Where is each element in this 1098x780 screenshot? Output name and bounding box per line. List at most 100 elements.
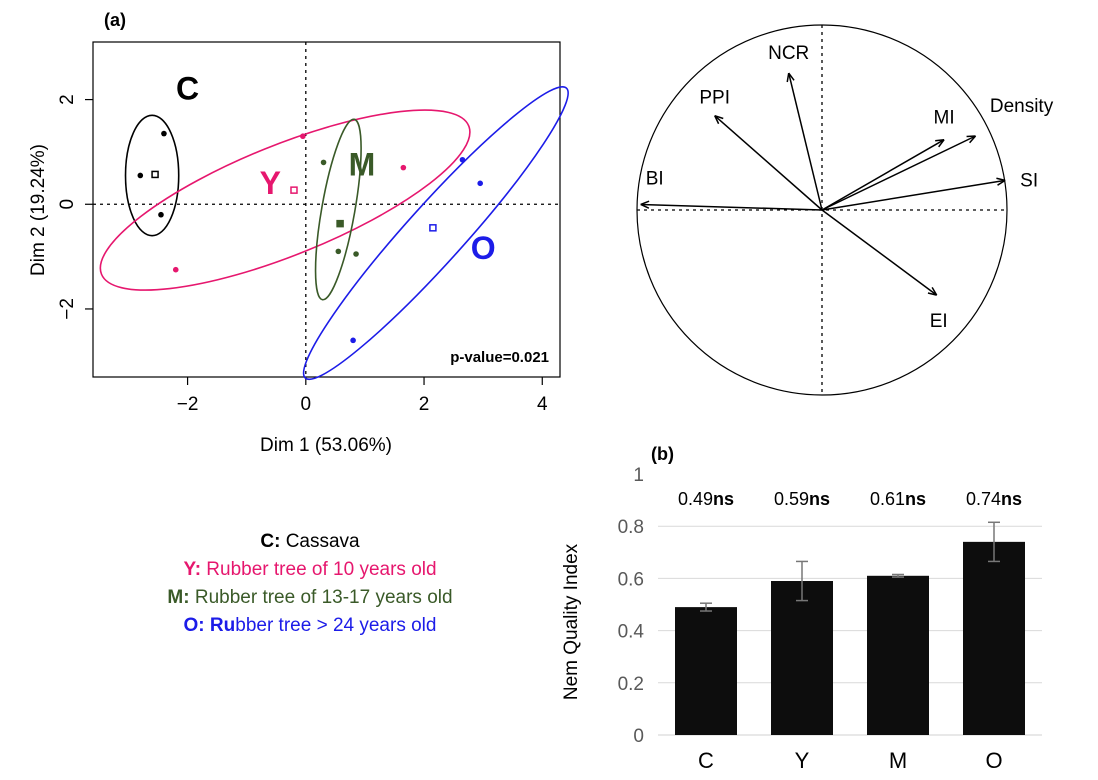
panel-b-label: (b) xyxy=(651,444,674,464)
legend-text-m: Rubber tree of 13-17 years old xyxy=(189,587,453,608)
bar-group-c: 0.49ns C xyxy=(675,489,737,773)
data-point xyxy=(158,211,164,218)
y-tick-label: 0 xyxy=(57,199,78,210)
variable-label: Density xyxy=(990,96,1054,117)
data-point xyxy=(459,156,466,163)
arrow-head xyxy=(996,177,1006,186)
arrow-shaft xyxy=(787,72,823,211)
y-tick-label: 2 xyxy=(57,94,78,105)
legend-key-o: O: Ru xyxy=(183,615,236,636)
category-label: O xyxy=(985,748,1002,773)
legend-item-m: M: Rubber tree of 13-17 years old xyxy=(60,584,560,612)
y-tick-label: 1 xyxy=(633,465,644,486)
group-m: M xyxy=(314,118,376,301)
x-tick-label: 4 xyxy=(537,394,548,415)
data-label-significance: ns xyxy=(1001,489,1022,509)
group-label: M xyxy=(349,146,376,182)
arrow-head xyxy=(966,135,977,144)
arrow-head xyxy=(935,138,945,148)
bar xyxy=(675,607,737,735)
confidence-ellipse xyxy=(124,114,180,237)
nqi-bar-chart: (b) 00.20.40.60.81 0.49nsC0.59nsY0.61nsM… xyxy=(561,444,1042,773)
variable-arrows: NCR PPI MI Density SI BI EI xyxy=(640,43,1054,332)
plot-a-frame xyxy=(92,41,561,378)
arrow-head xyxy=(927,286,938,296)
x-tick-label: 2 xyxy=(419,394,430,415)
bar xyxy=(867,575,929,735)
data-point xyxy=(137,172,144,179)
data-label-significance: ns xyxy=(809,489,830,509)
arrow-shaft xyxy=(640,203,823,211)
legend-item-o: O: Rubber tree > 24 years old xyxy=(60,612,560,640)
bar-group-o: 0.74ns O xyxy=(963,489,1025,773)
data-label-value: 0.59 xyxy=(774,489,809,509)
pca-variables-circle: NCR PPI MI Density SI BI EI xyxy=(636,24,1054,396)
group-label: O xyxy=(471,230,496,266)
group-label: Y xyxy=(260,165,281,201)
confidence-ellipse xyxy=(302,86,569,381)
data-point xyxy=(477,180,483,187)
data-label-significance: ns xyxy=(905,489,926,509)
legend-key-m: M: xyxy=(167,587,190,608)
group-centroid xyxy=(336,219,344,228)
legend-key-y: Y: xyxy=(183,559,202,580)
bar xyxy=(963,541,1025,735)
data-label-value: 0.49 xyxy=(678,489,713,509)
data-point xyxy=(300,133,306,140)
arrow-head xyxy=(786,72,795,83)
arrow-head xyxy=(640,200,650,209)
legend-item-y: Y: Rubber tree of 10 years old xyxy=(60,556,560,584)
group-label: C xyxy=(176,71,199,107)
variable-arrow-mi: MI xyxy=(821,108,955,211)
arrow-shaft xyxy=(821,209,938,296)
legend-text-y: Rubber tree of 10 years old xyxy=(201,559,437,580)
confidence-ellipse xyxy=(99,109,471,291)
variable-arrow-ei: EI xyxy=(821,209,948,332)
plot-a-groups: C Y M O xyxy=(99,71,569,381)
variable-arrow-si: SI xyxy=(821,170,1038,211)
data-point xyxy=(172,266,179,273)
arrow-shaft xyxy=(714,115,823,211)
x-tick-label: 0 xyxy=(301,394,312,415)
data-point xyxy=(350,337,356,344)
category-label: Y xyxy=(795,748,810,773)
plot-a-reference-lines xyxy=(93,42,560,377)
data-label-significance: ns xyxy=(713,489,734,509)
y-tick-label: 0.8 xyxy=(618,517,644,538)
variable-label: PPI xyxy=(699,88,730,109)
data-label-value: 0.61 xyxy=(870,489,905,509)
group-legend: C: Cassava Y: Rubber tree of 10 years ol… xyxy=(60,528,560,640)
variable-arrow-ppi: PPI xyxy=(699,88,823,211)
legend-text-c: Cassava xyxy=(280,531,360,552)
data-label: 0.74ns xyxy=(966,489,1022,509)
arrow-shaft xyxy=(821,139,945,211)
plot-a-ylabel: Dim 2 (19.24%) xyxy=(28,144,49,276)
y-tick-label: 0.4 xyxy=(618,622,645,643)
data-label: 0.59ns xyxy=(774,489,830,509)
group-c: C xyxy=(124,71,199,237)
data-point xyxy=(335,248,342,255)
data-label: 0.49ns xyxy=(678,489,734,509)
variable-label: EI xyxy=(930,311,948,332)
data-point xyxy=(320,159,327,166)
confidence-ellipse xyxy=(314,118,362,301)
variable-arrow-bi: BI xyxy=(640,168,823,211)
variable-label: NCR xyxy=(768,43,809,64)
data-point xyxy=(353,251,359,257)
y-tick-label: 0.2 xyxy=(618,674,644,695)
arrow-shaft xyxy=(821,179,1006,211)
group-centroid xyxy=(290,186,298,194)
arrow-head xyxy=(714,114,724,125)
bar-ylabel: Nem Quality Index xyxy=(561,543,582,700)
legend-key-c: C: xyxy=(260,531,281,552)
variable-arrow-ncr: NCR xyxy=(768,43,823,211)
panel-a-label: (a) xyxy=(104,10,126,30)
legend-item-c: C: Cassava xyxy=(60,528,560,556)
plot-a-xlabel: Dim 1 (53.06%) xyxy=(260,435,392,456)
variable-label: SI xyxy=(1020,170,1038,191)
data-point xyxy=(400,164,407,171)
y-tick-label: 0 xyxy=(633,726,644,747)
bar xyxy=(771,581,833,735)
category-label: M xyxy=(889,748,907,773)
